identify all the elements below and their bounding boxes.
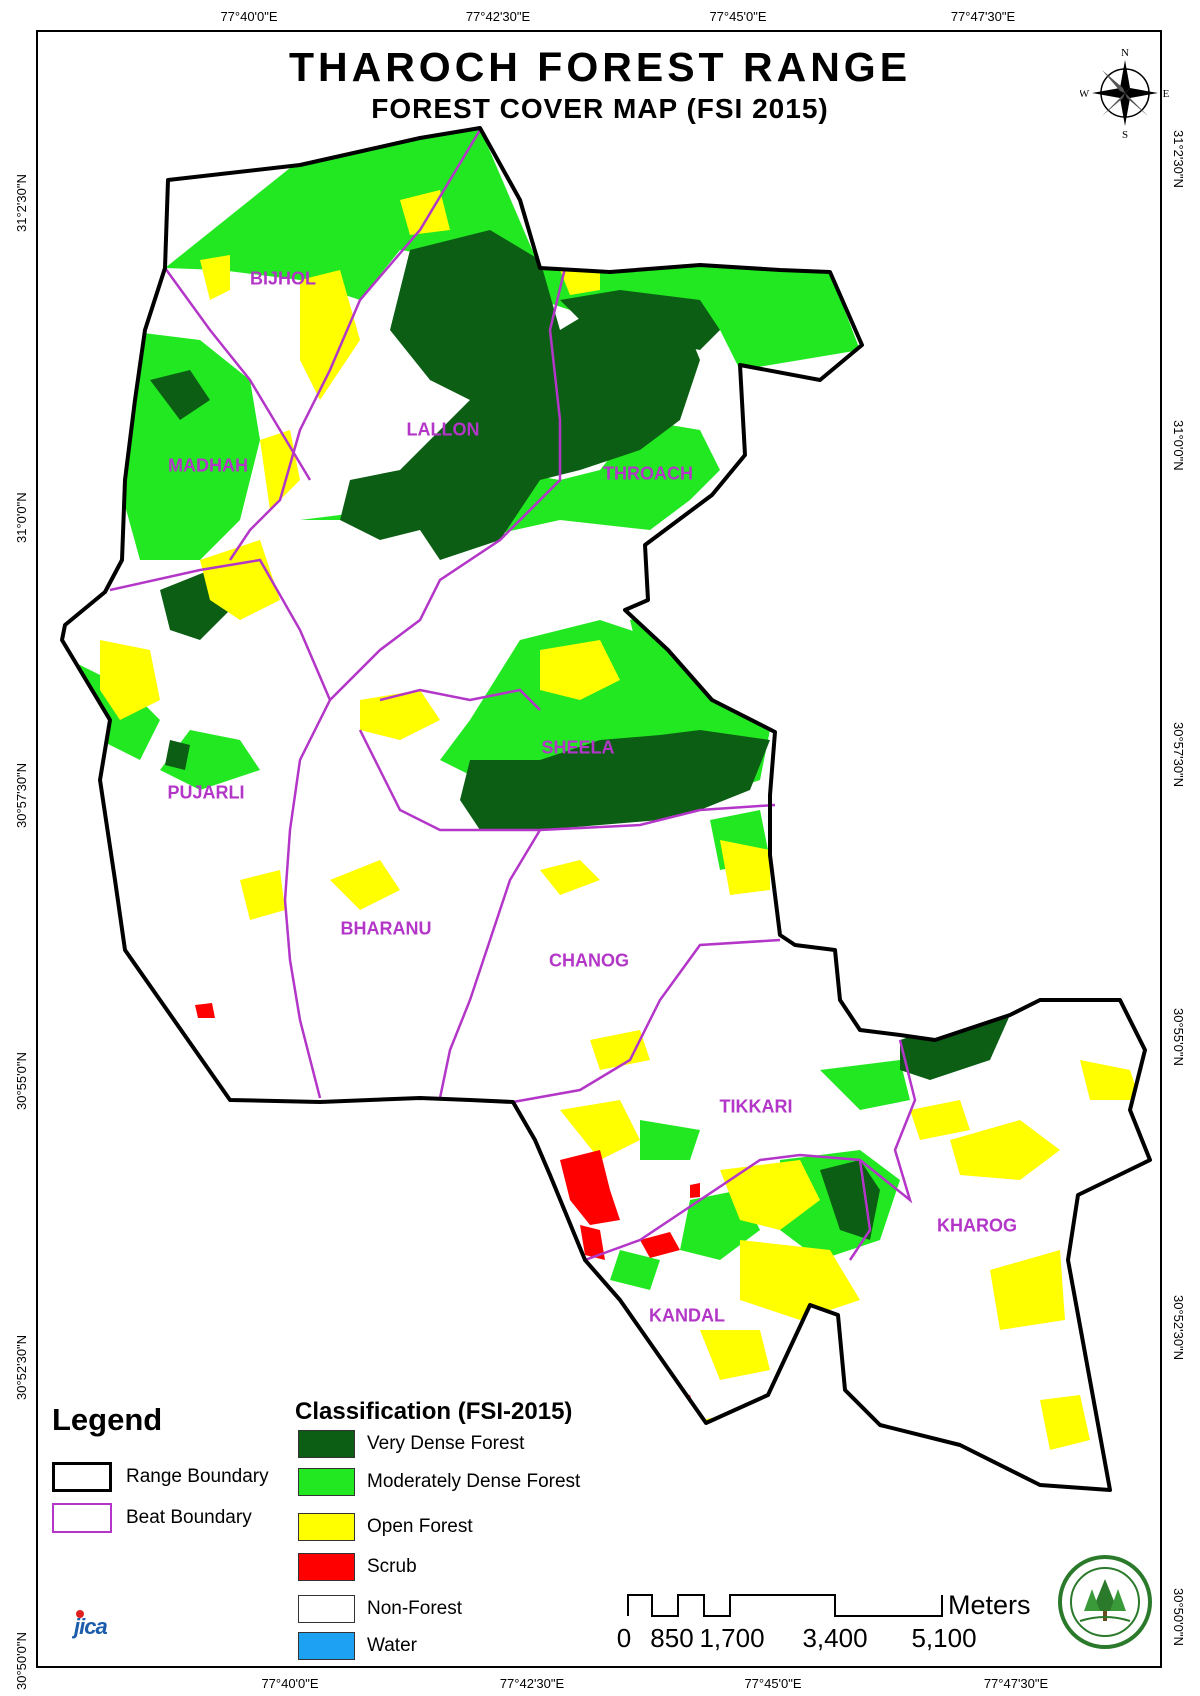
beat-label-pujarli: PUJARLI — [167, 782, 245, 803]
beat-label-bharanu: BHARANU — [340, 918, 432, 939]
classification-swatch — [298, 1468, 355, 1496]
scale-label-850: 850 — [650, 1623, 694, 1653]
classification-label: Open Forest — [367, 1516, 473, 1537]
classification-item: Water — [298, 1632, 417, 1660]
range-boundary — [60, 126, 1152, 1492]
beat-label-sheela: SHEELA — [541, 737, 615, 758]
lon-label-top-4: 77°47'30"E — [950, 9, 1016, 24]
jica-logo-icon: jica — [71, 1610, 108, 1639]
classification-item: Scrub — [298, 1553, 417, 1581]
classification-heading: Classification (FSI-2015) — [295, 1398, 573, 1425]
lon-label-bottom-1: 77°40'0"E — [261, 1676, 319, 1691]
lon-label-top-2: 77°42'30"E — [465, 9, 531, 24]
beat-label-bijhol: BIJHOL — [249, 268, 317, 289]
classification-swatch — [298, 1595, 355, 1623]
lon-label-top-3: 77°45'0"E — [709, 9, 767, 24]
beat-label-kandal: KANDAL — [649, 1305, 725, 1326]
scale-bar — [627, 1594, 943, 1617]
compass-e: E — [1163, 88, 1170, 100]
tree-emblem-icon — [1070, 1567, 1140, 1637]
legend-heading: Legend — [52, 1402, 163, 1437]
classification-swatch — [298, 1553, 355, 1581]
beat-label-tikkari: TIKKARI — [719, 1096, 793, 1117]
forest-department-emblem — [1058, 1555, 1152, 1649]
classification-swatch — [298, 1632, 355, 1660]
lon-label-bottom-4: 77°47'30"E — [983, 1676, 1049, 1691]
range-boundary-swatch — [52, 1462, 112, 1492]
beat-label-throach: THROACH — [603, 463, 693, 484]
svg-text:jica: jica — [72, 1614, 107, 1639]
legend-beat-boundary-label: Beat Boundary — [126, 1507, 252, 1528]
scale-unit: Meters — [948, 1590, 1031, 1620]
classification-label: Scrub — [367, 1556, 417, 1577]
legend-range-boundary-label: Range Boundary — [126, 1466, 269, 1487]
compass-w: W — [1080, 88, 1090, 100]
beat-label-madhah: MADHAH — [168, 455, 248, 476]
classification-swatch — [298, 1430, 355, 1458]
lon-label-bottom-3: 77°45'0"E — [744, 1676, 802, 1691]
scale-label-0: 0 — [616, 1623, 632, 1653]
lon-label-top-1: 77°40'0"E — [220, 9, 278, 24]
beat-label-chanog: CHANOG — [549, 950, 629, 971]
lon-label-bottom-2: 77°42'30"E — [499, 1676, 565, 1691]
classification-label: Moderately Dense Forest — [367, 1471, 581, 1492]
beat-boundary-swatch — [52, 1503, 112, 1533]
classification-label: Water — [367, 1635, 417, 1656]
scale-label-1700: 1,700 — [699, 1623, 765, 1653]
classification-item: Open Forest — [298, 1513, 473, 1541]
classification-item: Very Dense Forest — [298, 1430, 524, 1458]
legend-range-boundary: Range Boundary — [52, 1462, 269, 1492]
classification-item: Non-Forest — [298, 1595, 462, 1623]
map-title: THAROCH FOREST RANGE — [288, 44, 912, 90]
scale-label-3400: 3,400 — [802, 1623, 868, 1653]
compass-n: N — [1121, 48, 1129, 59]
compass-s: S — [1122, 129, 1128, 138]
classification-swatch — [298, 1513, 355, 1541]
map-subtitle: FOREST COVER MAP (FSI 2015) — [371, 93, 829, 124]
jica-logo: jica — [71, 1600, 132, 1647]
classification-label: Non-Forest — [367, 1598, 463, 1619]
beat-label-lallon: LALLON — [406, 419, 480, 440]
beat-boundaries — [109, 129, 917, 1262]
classification-item: Moderately Dense Forest — [298, 1468, 580, 1496]
scale-label-5100: 5,100 — [911, 1623, 977, 1653]
beat-label-kharog: KHAROG — [937, 1215, 1017, 1236]
classification-label: Very Dense Forest — [367, 1433, 525, 1454]
legend-beat-boundary: Beat Boundary — [52, 1503, 252, 1533]
compass-rose-icon: N S E W — [1080, 48, 1170, 138]
